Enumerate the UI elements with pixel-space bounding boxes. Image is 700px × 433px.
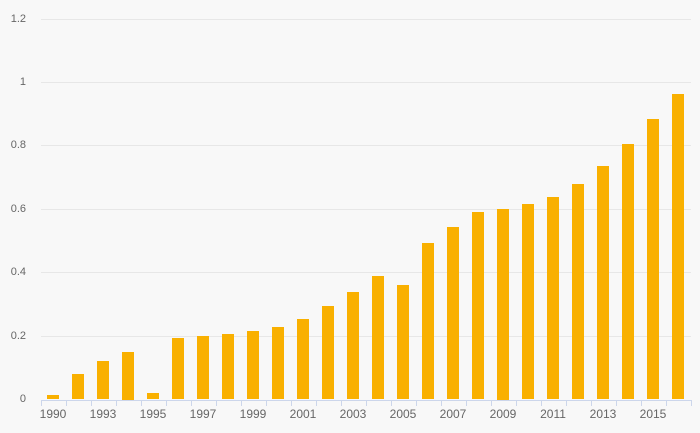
bar-2009[interactable] — [497, 209, 509, 400]
x-axis-tick — [440, 399, 442, 406]
y-axis-label: 0.2 — [10, 329, 26, 342]
x-axis-label: 2005 — [389, 406, 417, 421]
y-gridline — [40, 145, 691, 147]
bar-2010[interactable] — [522, 204, 534, 400]
x-axis-tick — [390, 399, 392, 406]
x-axis-tick — [340, 399, 342, 406]
bar-2011[interactable] — [547, 196, 559, 400]
x-axis-label: 2001 — [289, 406, 317, 421]
x-axis-label: 1990 — [39, 406, 67, 421]
y-axis-label: 0.8 — [10, 139, 26, 152]
x-axis-tick — [140, 399, 142, 406]
x-axis-tick — [40, 399, 42, 406]
x-axis-tick — [640, 399, 642, 406]
bar-2013[interactable] — [597, 166, 609, 400]
y-axis-label: 0 — [19, 393, 26, 405]
x-axis-label: 2009 — [489, 406, 517, 421]
bar-1990[interactable] — [47, 394, 59, 400]
x-axis-tick — [690, 399, 692, 406]
x-axis-tick — [115, 399, 117, 406]
bar-2015[interactable] — [647, 118, 659, 400]
x-axis-label: 1993 — [89, 406, 117, 421]
y-gridline — [40, 208, 691, 210]
x-axis-tick — [665, 399, 667, 406]
bar-2005[interactable] — [397, 285, 409, 400]
bar-2002[interactable] — [322, 305, 334, 400]
y-axis-label: 1 — [19, 75, 26, 88]
bar-2004[interactable] — [372, 275, 384, 400]
bar-2016[interactable] — [672, 93, 684, 400]
x-axis-label: 2013 — [589, 406, 617, 421]
bar-1995[interactable] — [147, 393, 159, 400]
x-axis-tick — [565, 399, 567, 406]
x-axis-tick — [515, 399, 517, 406]
x-axis-tick — [465, 399, 467, 406]
bar-2000[interactable] — [272, 326, 284, 400]
x-axis-label: 2007 — [439, 406, 467, 421]
x-axis-tick — [290, 399, 292, 406]
y-axis-label: 0.6 — [10, 202, 26, 215]
y-gridline — [40, 272, 691, 274]
x-axis-tick — [215, 399, 217, 406]
y-axis-label: 1.2 — [10, 12, 26, 25]
bar-2014[interactable] — [622, 144, 634, 400]
x-axis-tick — [240, 399, 242, 406]
x-axis-tick — [65, 399, 67, 406]
y-gridline — [40, 335, 691, 337]
x-axis-tick — [315, 399, 317, 406]
x-axis-label: 1997 — [189, 406, 217, 421]
bar-2003[interactable] — [347, 291, 359, 400]
x-axis-tick — [90, 399, 92, 406]
bar-2008[interactable] — [472, 212, 484, 400]
x-axis-tick — [265, 399, 267, 406]
x-axis-tick — [415, 399, 417, 406]
bar-1993[interactable] — [97, 361, 109, 400]
bar-2012[interactable] — [572, 183, 584, 400]
bar-1992[interactable] — [72, 374, 84, 400]
x-axis-label: 1999 — [239, 406, 267, 421]
x-axis-label: 2011 — [540, 406, 566, 421]
bar-2007[interactable] — [447, 226, 459, 400]
x-axis-tick — [190, 399, 192, 406]
y-gridline — [40, 81, 691, 83]
bar-1998[interactable] — [222, 334, 234, 400]
x-axis-tick — [615, 399, 617, 406]
y-axis-label: 0.4 — [10, 266, 26, 279]
bar-1994[interactable] — [122, 351, 134, 400]
x-axis-label: 1995 — [139, 406, 167, 421]
bar-1996[interactable] — [172, 337, 184, 400]
x-axis-tick — [165, 399, 167, 406]
x-axis-tick — [490, 399, 492, 406]
x-axis-tick — [540, 399, 542, 406]
bar-2001[interactable] — [297, 318, 309, 400]
bar-1999[interactable] — [247, 331, 259, 400]
x-axis-tick — [365, 399, 367, 406]
y-gridline — [40, 18, 691, 20]
x-axis-tick — [590, 399, 592, 406]
x-axis-label: 2015 — [639, 406, 667, 421]
bar-2006[interactable] — [422, 242, 434, 400]
bar-1997[interactable] — [197, 336, 209, 400]
x-axis-label: 2003 — [339, 406, 367, 421]
